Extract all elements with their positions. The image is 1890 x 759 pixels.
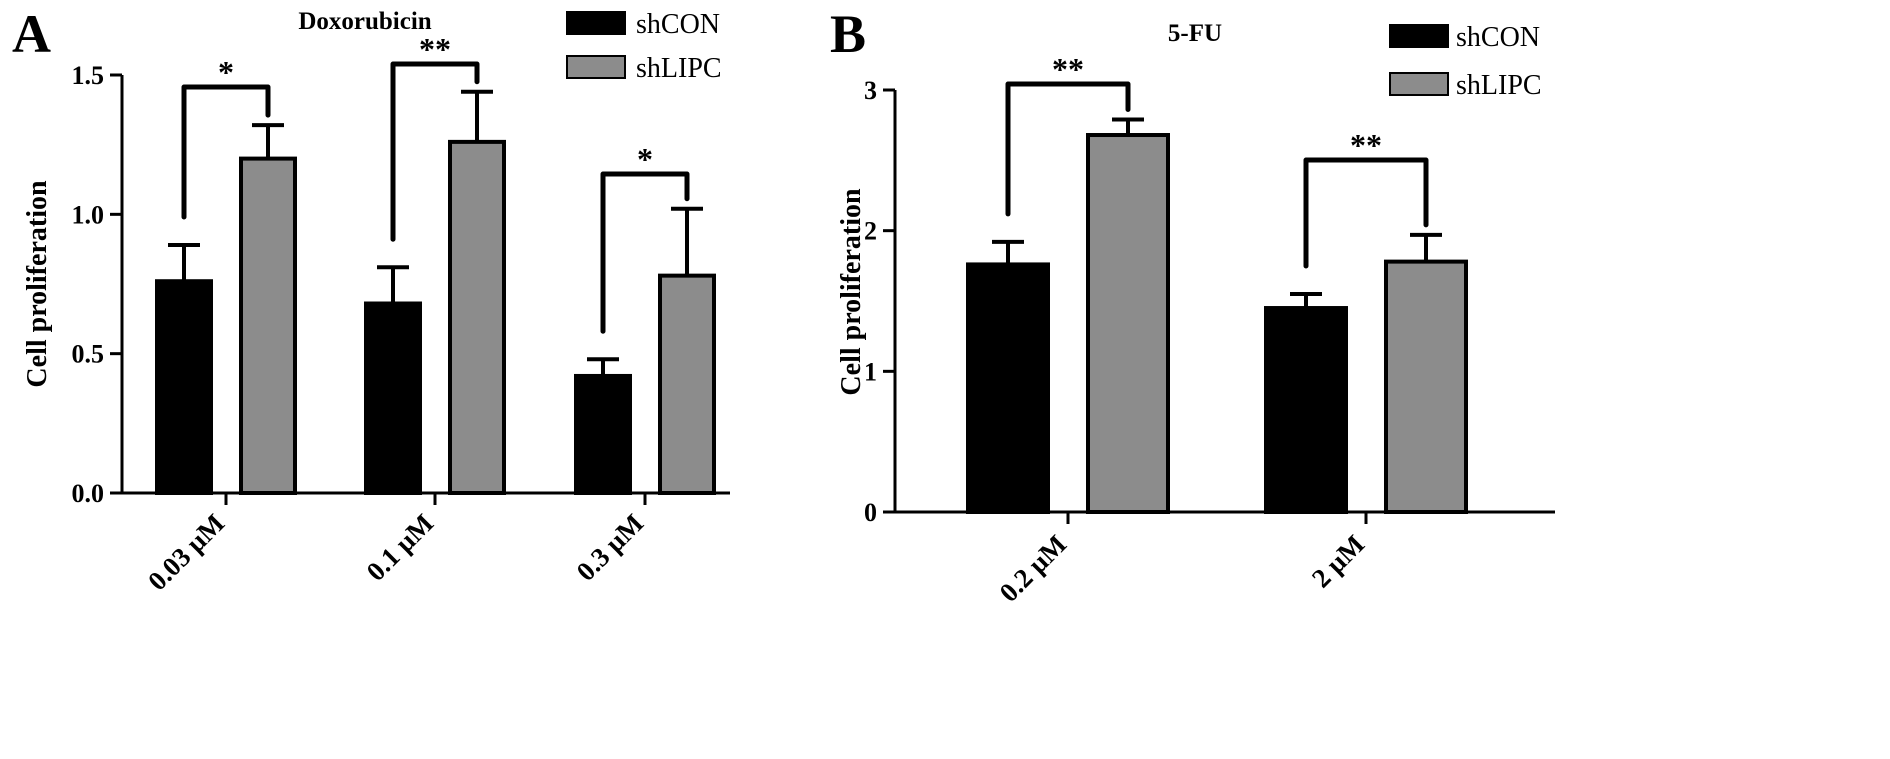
bar-shLIPC xyxy=(1086,133,1170,514)
y-tick-label: 0 xyxy=(864,498,877,527)
y-tick-label: 1 xyxy=(864,357,877,386)
category-label: 0.1 μM xyxy=(361,508,440,587)
y-tick-label: 0.0 xyxy=(72,479,105,508)
y-tick-label: 1.5 xyxy=(72,61,105,90)
significance-bracket xyxy=(181,84,271,220)
panel-letter: B xyxy=(830,4,866,64)
y-tick-label: 1.0 xyxy=(72,200,105,229)
panel-b: B 5-FU Cell proliferation 0 1 2 3 ** 0.2 μM ** 2 μ… xyxy=(830,4,1555,608)
significance-bracket xyxy=(1303,157,1429,269)
significance-bracket xyxy=(600,171,690,334)
bar-shCON xyxy=(1264,306,1348,514)
bar-shLIPC xyxy=(239,156,297,495)
y-tick-label: 2 xyxy=(864,217,877,246)
legend-swatch-shCON xyxy=(1389,24,1449,48)
significance-label: * xyxy=(637,141,653,177)
significance-label: * xyxy=(218,54,234,90)
legend-swatch-shCON xyxy=(566,11,626,35)
panel-a: A Doxorubicin Cell proliferation 0.0 0.5 1.0 1… xyxy=(12,4,730,596)
bar-shCON xyxy=(574,373,632,495)
significance-bracket xyxy=(1005,81,1131,217)
bar-shLIPC xyxy=(448,139,506,495)
legend-swatch-shLIPC xyxy=(1389,72,1449,96)
significance-label: ** xyxy=(1350,127,1382,163)
legend-label: shLIPC xyxy=(1456,70,1542,101)
category-label: 0.2 μM xyxy=(994,529,1073,608)
chart-title: 5-FU xyxy=(1168,20,1222,47)
legend-swatch-shLIPC xyxy=(566,55,626,79)
legend-label: shCON xyxy=(1456,22,1540,53)
y-axis-label: Cell proliferation xyxy=(22,180,53,388)
chart-title: Doxorubicin xyxy=(298,8,431,35)
category-label: 2 μM xyxy=(1306,529,1370,593)
significance-label: ** xyxy=(419,31,451,67)
significance-label: ** xyxy=(1052,51,1084,87)
significance-bracket xyxy=(390,61,480,242)
panel-letter: A xyxy=(12,4,51,64)
y-tick-label: 3 xyxy=(864,76,877,105)
bar-shLIPC xyxy=(1384,259,1468,515)
y-tick-label: 0.5 xyxy=(72,340,105,369)
legend-label: shLIPC xyxy=(636,53,722,84)
category-label: 0.03 μM xyxy=(142,508,230,596)
bar-shLIPC xyxy=(658,273,716,496)
y-axis-label: Cell proliferation xyxy=(836,188,867,396)
legend-label: shCON xyxy=(636,9,720,40)
bar-shCON xyxy=(155,279,213,496)
bar-shCON xyxy=(364,301,422,495)
category-label: 0.3 μM xyxy=(571,508,650,587)
bar-shCON xyxy=(966,262,1050,514)
